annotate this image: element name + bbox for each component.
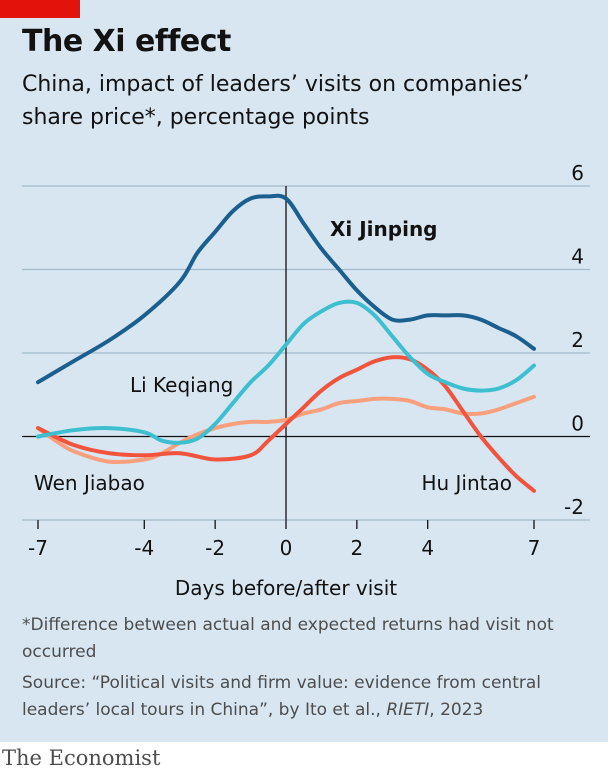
x-tick-label: -2 xyxy=(205,536,225,560)
series-line-wen-jiabao xyxy=(36,394,536,465)
source-note: Source: “Political visits and firm value… xyxy=(22,670,592,724)
series-label-li-keqiang: Li Keqiang xyxy=(130,373,233,397)
series-lines xyxy=(36,193,536,493)
x-tick-label: 0 xyxy=(280,536,293,560)
series-label-hu-jintao: Hu Jintao xyxy=(421,471,512,495)
chart-title: The Xi effect xyxy=(22,24,231,59)
series-line-li-keqiang xyxy=(36,299,536,445)
source-year: , 2023 xyxy=(429,700,484,720)
series-labels: Xi Jinping Li Keqiang Hu Jintao Wen Jiabao xyxy=(34,217,512,495)
grid-lines xyxy=(22,185,590,529)
x-tick-label: -7 xyxy=(28,536,48,560)
x-tick-label: 4 xyxy=(421,536,434,560)
footnote: *Difference between actual and expected … xyxy=(22,615,554,662)
y-tick-labels: -2 0 2 4 6 xyxy=(564,161,584,519)
series-line-hu-jintao xyxy=(36,355,536,493)
y-tick-label: 2 xyxy=(571,328,584,352)
x-tick-label: 2 xyxy=(350,536,363,560)
x-tick-label: 7 xyxy=(528,536,541,560)
source-text: Source: “Political visits and firm value… xyxy=(22,673,541,720)
series-label-xi-jinping: Xi Jinping xyxy=(330,217,438,241)
source-journal: RIETI xyxy=(386,700,430,720)
y-tick-label: -2 xyxy=(564,495,584,519)
x-tick-label: -4 xyxy=(134,536,154,560)
brand-red-tag xyxy=(0,0,80,18)
line-chart: -2 0 2 4 6 -7 -4 -2 0 2 4 7 Xi Jinping Li Keqiang Hu… xyxy=(22,161,590,600)
economist-logo: The Economist xyxy=(2,746,161,770)
x-tick-labels: -7 -4 -2 0 2 4 7 xyxy=(28,536,540,560)
series-label-wen-jiabao: Wen Jiabao xyxy=(34,471,145,495)
chart-panel xyxy=(0,0,608,742)
x-axis-label: Days before/after visit xyxy=(175,576,397,600)
y-tick-label: 0 xyxy=(571,412,584,436)
chart-subtitle: China, impact of leaders’ visits on comp… xyxy=(22,72,530,130)
series-line-xi-jinping xyxy=(36,193,536,385)
y-tick-label: 4 xyxy=(571,245,584,269)
y-tick-label: 6 xyxy=(571,161,584,185)
